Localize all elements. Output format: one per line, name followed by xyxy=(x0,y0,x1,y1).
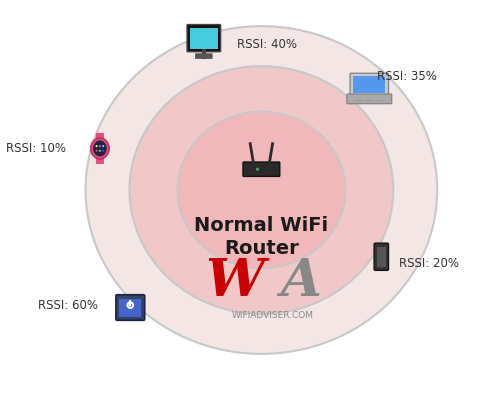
Ellipse shape xyxy=(91,138,109,159)
FancyBboxPatch shape xyxy=(96,158,104,164)
Text: RSSI: 40%: RSSI: 40% xyxy=(238,38,298,51)
FancyBboxPatch shape xyxy=(195,53,213,59)
FancyBboxPatch shape xyxy=(116,295,144,320)
FancyBboxPatch shape xyxy=(187,25,221,52)
Ellipse shape xyxy=(96,150,97,152)
Ellipse shape xyxy=(93,141,107,156)
Ellipse shape xyxy=(130,66,393,314)
FancyBboxPatch shape xyxy=(243,162,280,176)
Ellipse shape xyxy=(99,150,101,152)
Bar xyxy=(190,28,218,49)
Bar xyxy=(120,299,141,317)
Ellipse shape xyxy=(102,145,104,147)
Ellipse shape xyxy=(99,145,101,147)
Ellipse shape xyxy=(380,267,382,269)
Text: Normal WiFi
Router: Normal WiFi Router xyxy=(194,215,328,258)
FancyBboxPatch shape xyxy=(374,243,388,270)
Ellipse shape xyxy=(85,26,437,354)
Text: W: W xyxy=(205,257,264,307)
Ellipse shape xyxy=(178,112,345,268)
FancyBboxPatch shape xyxy=(350,73,388,97)
Text: RSSI: 20%: RSSI: 20% xyxy=(399,257,459,270)
FancyBboxPatch shape xyxy=(96,133,104,139)
Ellipse shape xyxy=(102,150,104,152)
Text: WIFIADVISER.COM: WIFIADVISER.COM xyxy=(231,311,313,320)
FancyBboxPatch shape xyxy=(347,94,392,104)
Text: RSSI: 10%: RSSI: 10% xyxy=(6,142,66,155)
Text: A: A xyxy=(281,257,322,307)
Text: RSSI: 35%: RSSI: 35% xyxy=(377,70,437,83)
Bar xyxy=(353,76,385,93)
Bar xyxy=(377,247,386,267)
Ellipse shape xyxy=(96,145,97,147)
Ellipse shape xyxy=(256,168,259,171)
Text: RSSI: 60%: RSSI: 60% xyxy=(37,299,97,312)
